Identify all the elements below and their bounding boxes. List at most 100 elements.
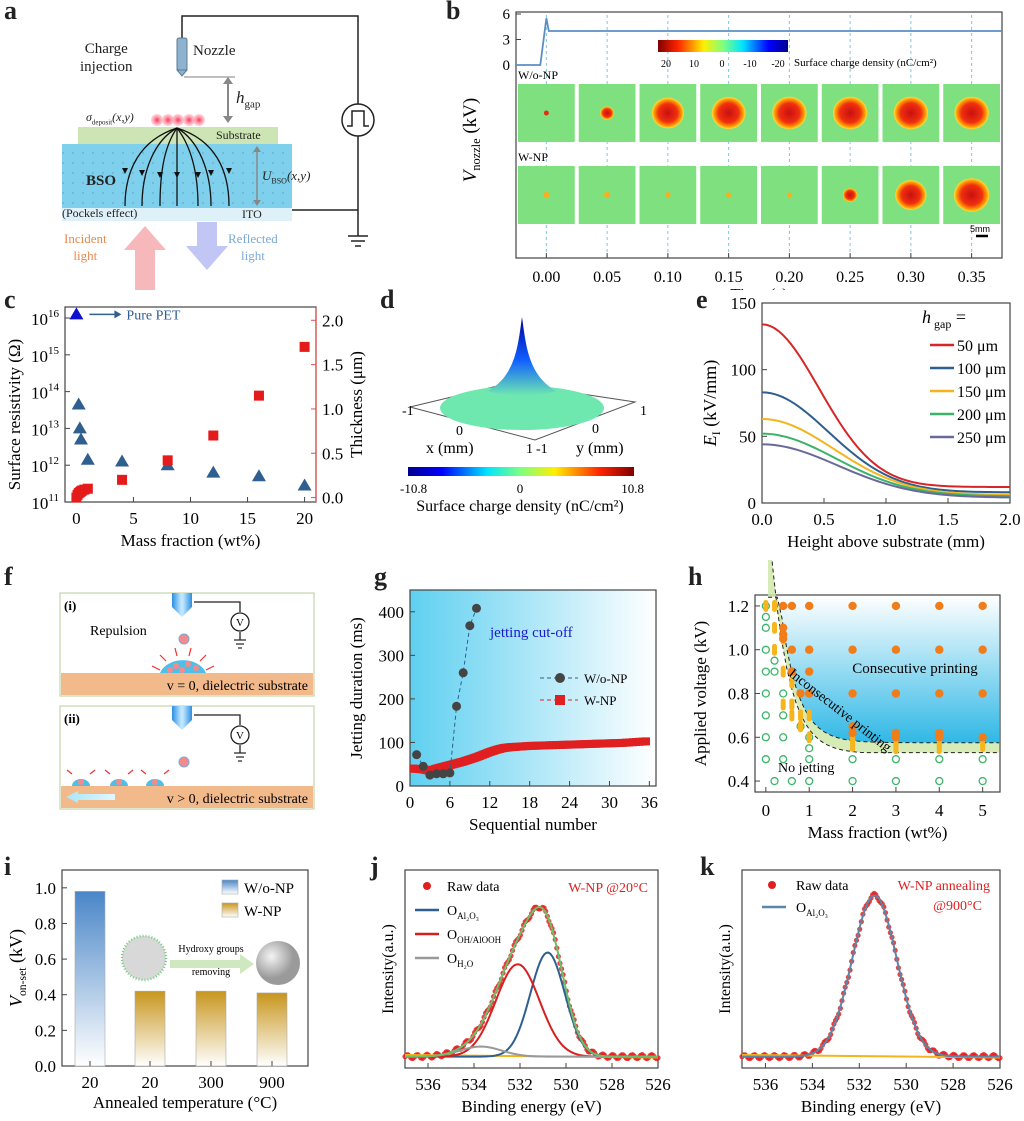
y-axis-label: Applied voltage (kV) [691, 621, 710, 766]
consecutive-point [787, 667, 797, 676]
x-axis-label: Binding energy (eV) [801, 1097, 941, 1116]
inconsecutive-point [798, 709, 804, 722]
x-tick-label: 536 [415, 1075, 441, 1094]
w-o-np-point [458, 668, 468, 678]
consecutive-point [978, 689, 987, 698]
x-tick-label: 534 [800, 1075, 826, 1094]
plot-frame [404, 869, 659, 1069]
process-arrow-icon [170, 954, 254, 974]
no-jetting-point [787, 776, 797, 786]
consecutive-point [848, 728, 857, 738]
x-tick-label: 1 [805, 801, 814, 820]
deposit-disk [440, 386, 604, 430]
field-lines [124, 127, 230, 207]
no-jetting-point [761, 733, 770, 742]
reflected-light-label: Reflected light [228, 231, 278, 263]
panel-label-g: g [374, 562, 387, 591]
x-tick-label: 532 [847, 1075, 873, 1094]
y-tick-label: 100 [731, 361, 757, 380]
circuit-wire [181, 15, 359, 236]
resistivity-point [71, 397, 86, 410]
charge-spot [651, 97, 684, 129]
x-tick-label: 0.25 [836, 269, 864, 286]
thickness-point [208, 430, 219, 441]
x-tick-label: 534 [461, 1075, 487, 1094]
incident-light-arrow-icon [124, 226, 166, 290]
legend-label: 150 μm [957, 384, 1007, 401]
motion-arrow-icon [66, 791, 115, 803]
charge-spot [543, 191, 550, 199]
thickness-point [299, 341, 310, 352]
consecutive-point [848, 645, 857, 654]
consecutive-point [891, 645, 901, 654]
plot-frame [409, 589, 657, 787]
x-tick-label: 300 [198, 1073, 224, 1092]
legend-label: Raw data [796, 879, 849, 894]
inconsecutive-point [893, 742, 899, 755]
x-axis-label: Annealed temperature (°C) [93, 1093, 277, 1112]
region-label-consecutive: Consecutive printing [852, 661, 978, 677]
fit-envelope [404, 906, 658, 1058]
inconsecutive-point [772, 643, 778, 656]
x-axis-label: Height above substrate (mm) [787, 532, 985, 551]
y-tick-label: 1.0 [728, 641, 749, 660]
charge-spot [895, 180, 927, 210]
legend-label: OOH/AlOOH [447, 928, 502, 945]
annotation-sample: W-NP @20°C [568, 881, 648, 896]
thickness-point [117, 474, 128, 485]
region-label-no-jetting: No jetting [778, 761, 834, 776]
x-axis-label: Mass fraction (wt%) [121, 531, 261, 550]
y-tick-label: 0.8 [728, 685, 749, 704]
resistivity-point [72, 421, 87, 434]
y-tick-label: 0.6 [728, 728, 749, 747]
y-tick-label: 0.6 [35, 950, 56, 969]
x-tick-label: 528 [940, 1075, 966, 1094]
x-tick-label: 2.0 [999, 510, 1020, 529]
y-tick-label: 300 [379, 646, 405, 665]
charge-spot [665, 192, 671, 198]
y-tick-label: 1011 [31, 492, 59, 513]
bar-0 [74, 891, 106, 1067]
no-jetting-point [805, 776, 814, 786]
consecutive-point [935, 601, 944, 611]
x-tick-label: 0.05 [593, 269, 621, 286]
no-jetting-point [891, 755, 901, 764]
resistivity-point [206, 465, 221, 478]
inset-label: Hydroxy groups [178, 944, 243, 955]
x-tick-label: 532 [507, 1075, 533, 1094]
y-tick-label: 0.2 [35, 1021, 56, 1040]
case-ii-label: (ii) [64, 711, 80, 726]
legend-label: 200 μm [957, 407, 1007, 424]
boundary-lower [767, 512, 1000, 754]
panel-label-f: f [4, 562, 13, 591]
x-tick-label: 24 [561, 793, 579, 812]
ito-label: ITO [242, 207, 262, 221]
panel-label-a: a [4, 0, 17, 25]
y-tick-label: 0.0 [35, 1057, 56, 1076]
y-axis-label: Surface resistivity (Ω) [5, 339, 24, 490]
no-jetting-point [779, 755, 788, 764]
annotation-arrowhead [114, 310, 122, 319]
annotation-cut-off: jetting cut-off [489, 625, 573, 641]
annotation-pure-pet: Pure PET [126, 308, 181, 323]
plot-frame [741, 869, 1001, 1069]
x-tick-label: 0 [456, 424, 463, 439]
x-tick-label: 36 [641, 793, 658, 812]
h-gap-label: hgap [236, 88, 261, 111]
legend-swatch [221, 879, 239, 895]
panel-label-d: d [380, 285, 395, 314]
chart-g: 0 6 12 18 24 30 36 0 100 200 300 400 jetting cut-off… [347, 589, 658, 834]
colorbar-tick-label: 20 [661, 59, 671, 70]
consecutive-point [891, 601, 901, 611]
voltmeter-icon [230, 612, 250, 632]
consecutive-point [935, 645, 944, 654]
resistivity-point [297, 478, 312, 491]
consecutive-point [805, 667, 814, 676]
legend-label: OAl₂O₃ [447, 904, 479, 921]
y-tick-label: 150 [731, 294, 757, 313]
legend-swatch [221, 902, 239, 918]
plot-frame [61, 869, 309, 1067]
consecutive-point [978, 601, 987, 611]
chart-b: 0 3 6 0.00 0.05 0.10 0.15 0.20 0.25 0.30 0.35 20 10 0… [460, 7, 1003, 304]
panel-label-k: k [700, 852, 715, 881]
